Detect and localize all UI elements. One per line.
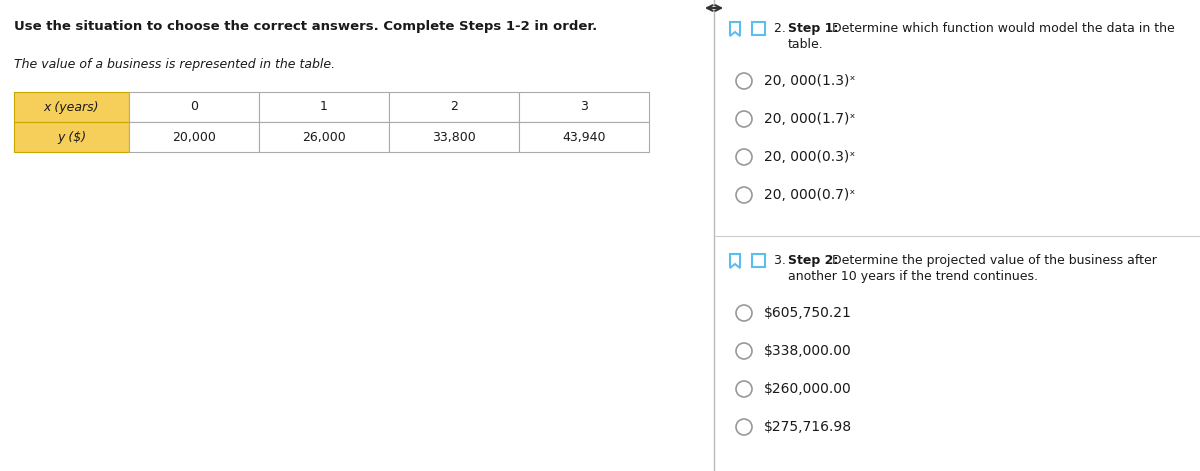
Text: Determine which function would model the data in the: Determine which function would model the… xyxy=(832,22,1175,35)
FancyBboxPatch shape xyxy=(14,122,130,152)
Text: $275,716.98: $275,716.98 xyxy=(764,420,852,434)
Text: 3.: 3. xyxy=(774,254,790,267)
Text: Use the situation to choose the correct answers. Complete Steps 1-2 in order.: Use the situation to choose the correct … xyxy=(14,20,598,33)
Text: 20, 000(0.7)ˣ: 20, 000(0.7)ˣ xyxy=(764,188,856,202)
Text: 2.: 2. xyxy=(774,22,790,35)
Text: $260,000.00: $260,000.00 xyxy=(764,382,852,396)
FancyBboxPatch shape xyxy=(259,92,389,122)
Text: The value of a business is represented in the table.: The value of a business is represented i… xyxy=(14,58,335,71)
Text: 2: 2 xyxy=(450,100,458,114)
FancyBboxPatch shape xyxy=(259,122,389,152)
Text: 20,000: 20,000 xyxy=(172,130,216,144)
Text: Step 1:: Step 1: xyxy=(788,22,839,35)
FancyBboxPatch shape xyxy=(130,92,259,122)
Text: another 10 years if the trend continues.: another 10 years if the trend continues. xyxy=(788,270,1038,283)
Text: 0: 0 xyxy=(190,100,198,114)
FancyBboxPatch shape xyxy=(14,92,130,122)
Text: 1: 1 xyxy=(320,100,328,114)
FancyBboxPatch shape xyxy=(389,122,520,152)
Text: 26,000: 26,000 xyxy=(302,130,346,144)
Text: Determine the projected value of the business after: Determine the projected value of the bus… xyxy=(832,254,1157,267)
Text: 20, 000(1.3)ˣ: 20, 000(1.3)ˣ xyxy=(764,74,856,88)
Text: $605,750.21: $605,750.21 xyxy=(764,306,852,320)
FancyBboxPatch shape xyxy=(130,122,259,152)
Text: table.: table. xyxy=(788,38,823,51)
FancyBboxPatch shape xyxy=(389,92,520,122)
Text: 43,940: 43,940 xyxy=(563,130,606,144)
Text: 20, 000(0.3)ˣ: 20, 000(0.3)ˣ xyxy=(764,150,856,164)
Text: 33,800: 33,800 xyxy=(432,130,476,144)
Text: 3: 3 xyxy=(580,100,588,114)
Text: y ($): y ($) xyxy=(56,130,86,144)
Text: x (years): x (years) xyxy=(43,100,100,114)
FancyBboxPatch shape xyxy=(520,92,649,122)
Text: $338,000.00: $338,000.00 xyxy=(764,344,852,358)
Text: Step 2:: Step 2: xyxy=(788,254,839,267)
FancyBboxPatch shape xyxy=(520,122,649,152)
Text: 20, 000(1.7)ˣ: 20, 000(1.7)ˣ xyxy=(764,112,856,126)
